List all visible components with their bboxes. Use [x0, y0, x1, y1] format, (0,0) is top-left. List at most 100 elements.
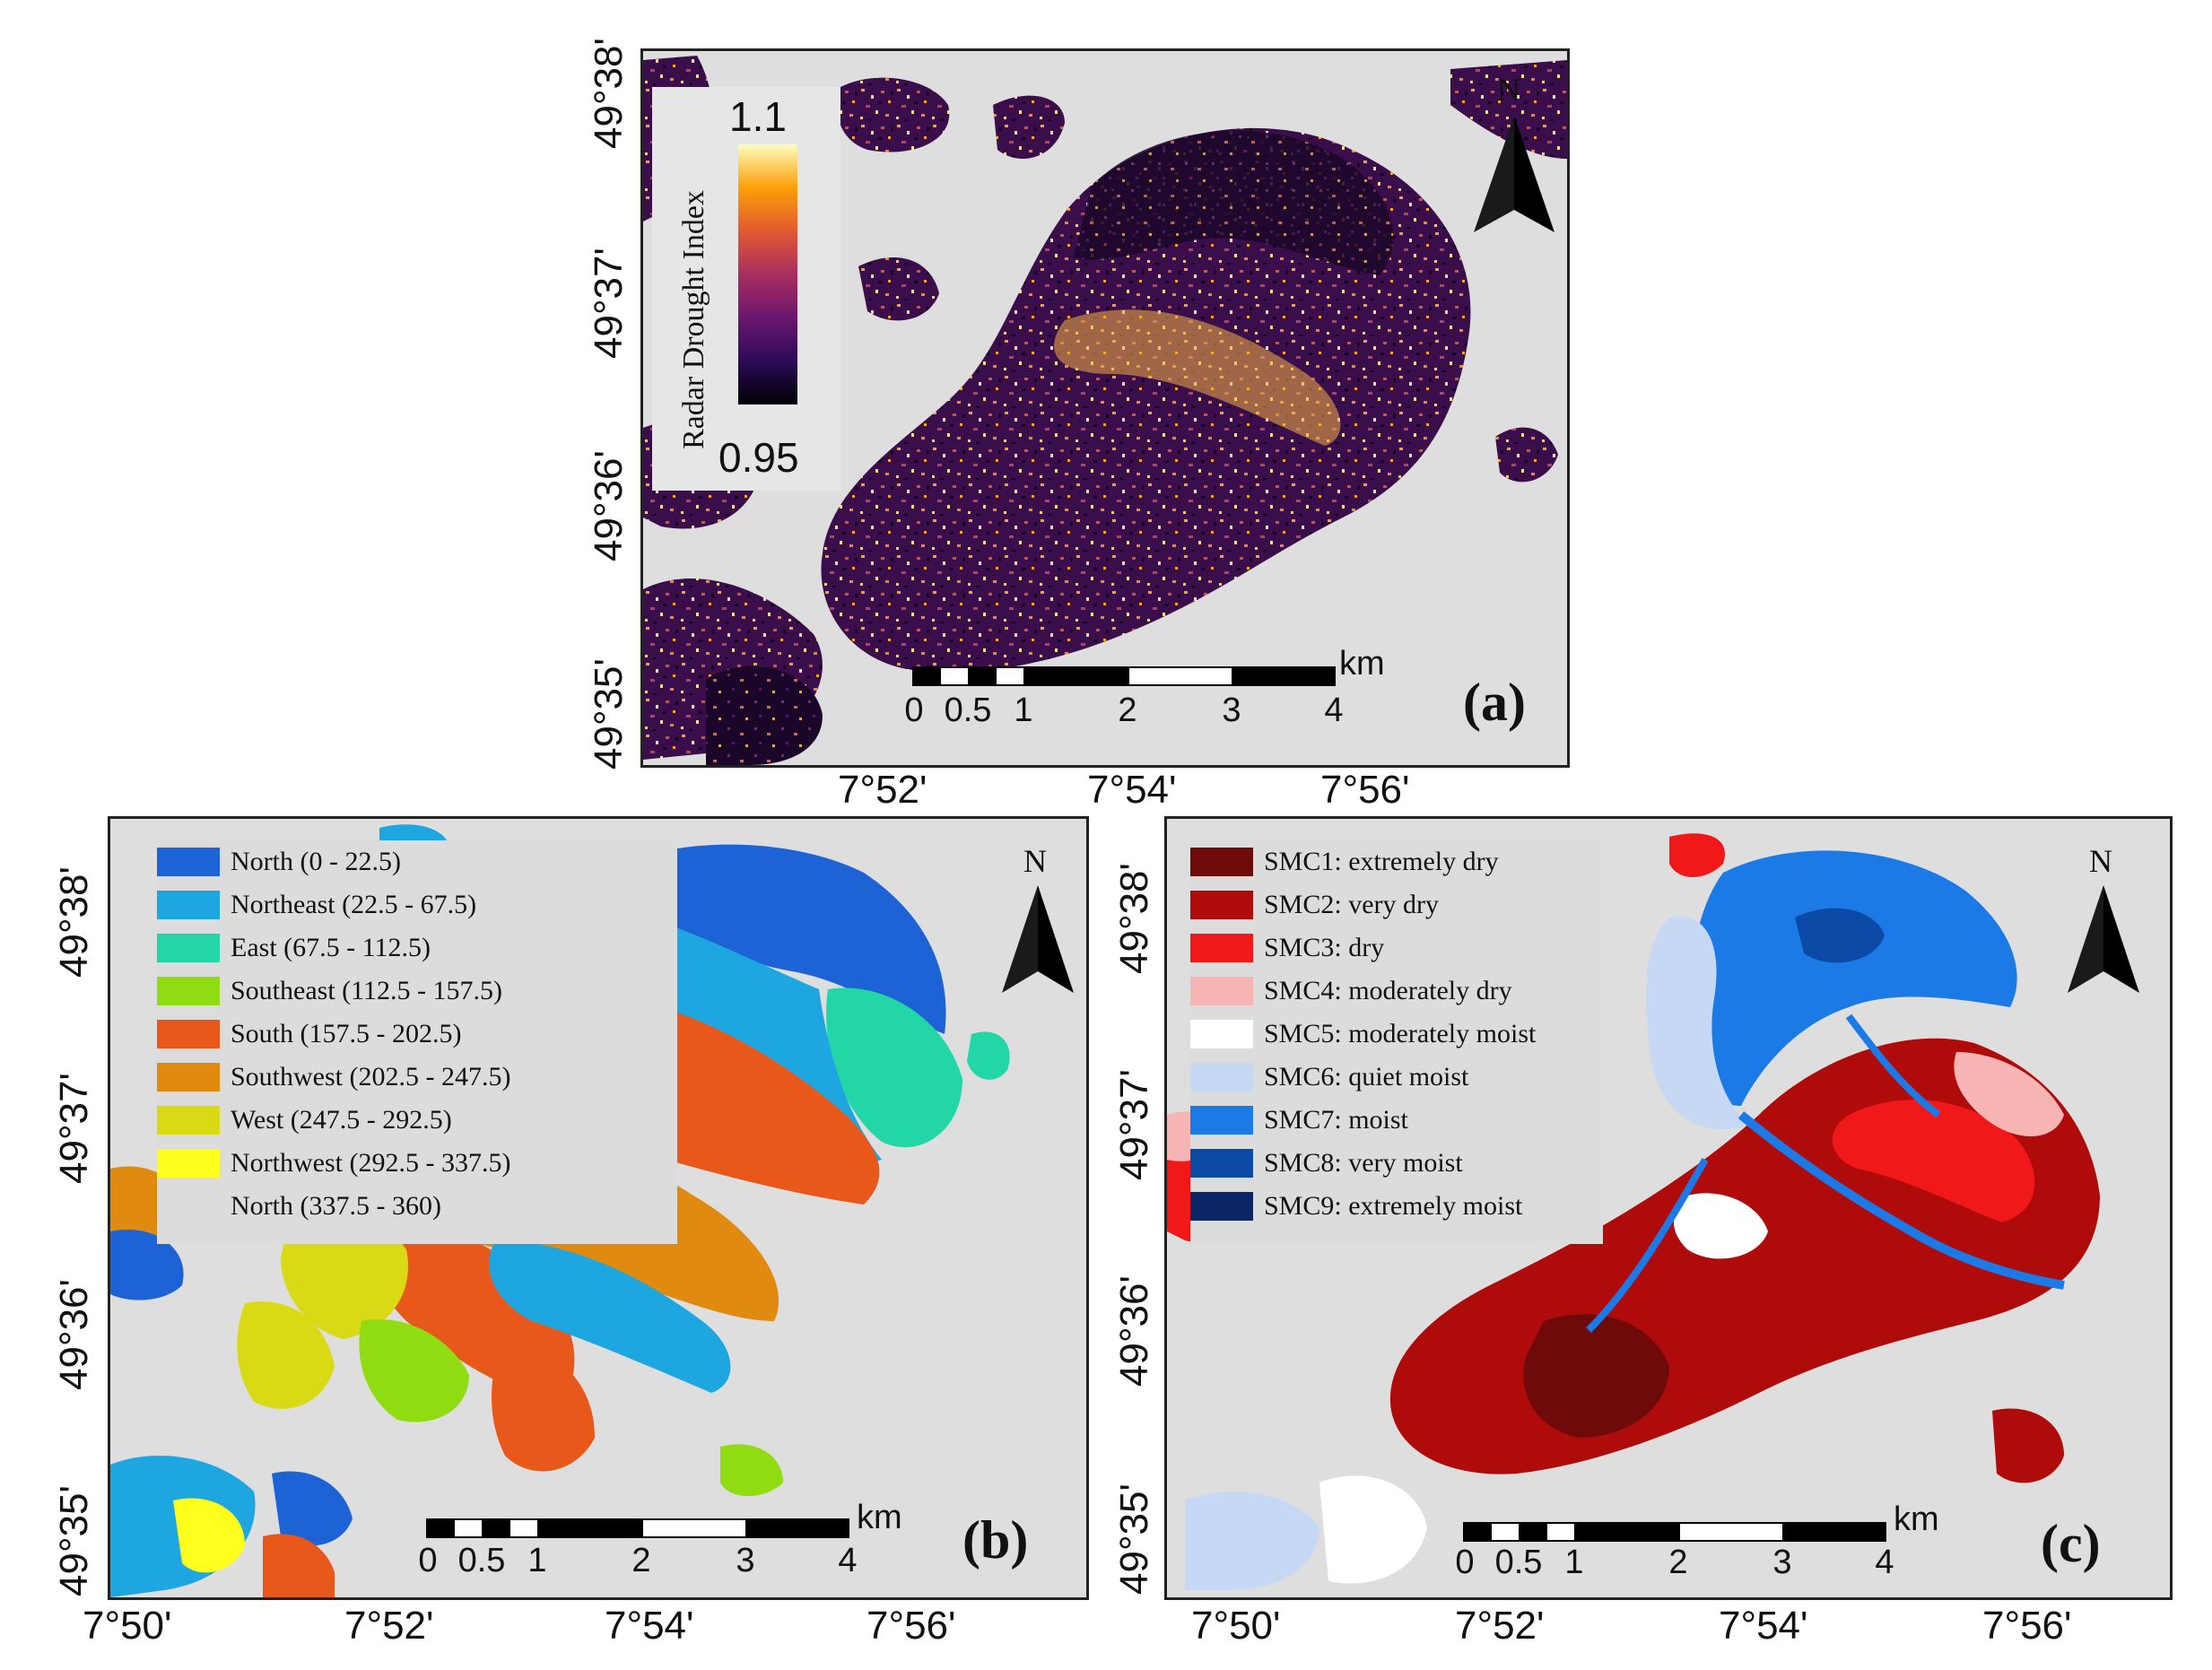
- scale-bar-segment: [939, 666, 970, 686]
- north-arrow-icon: [2068, 885, 2139, 993]
- scale-bar-segment: [1519, 1522, 1547, 1542]
- aspect-region-northeast-2: [489, 1240, 731, 1393]
- scale-bar-segment: [1678, 1522, 1784, 1542]
- legend-label: North (0 - 22.5): [231, 847, 401, 876]
- legend-label: West (247.5 - 292.5): [231, 1105, 452, 1135]
- legend-label: SMC6: quiet moist: [1264, 1062, 1469, 1092]
- scale-label: 2: [1668, 1544, 1688, 1581]
- lat-tick: 49°37': [587, 248, 631, 359]
- north-letter: N: [1497, 72, 1520, 108]
- legend-swatch: [157, 1192, 220, 1221]
- legend-swatch: [1190, 934, 1253, 962]
- scale-bar-segment: [641, 1518, 747, 1538]
- smc-very-moist-region: [1795, 908, 1885, 963]
- north-arrow-icon: [1474, 116, 1554, 232]
- lat-tick: 49°37': [1112, 1069, 1156, 1180]
- legend-item: SMC5: moderately moist: [1190, 1013, 1536, 1056]
- lon-tick: 7°56': [867, 1604, 956, 1648]
- legend-item: Southeast (112.5 - 157.5): [157, 970, 502, 1013]
- legend-swatch: [1190, 1106, 1253, 1135]
- smc-dry-region: [1832, 1100, 2035, 1222]
- legend-swatch: [157, 1149, 220, 1178]
- scale-bar-segment: [1782, 1522, 1886, 1542]
- legend-swatch: [1190, 848, 1253, 876]
- legend-swatch: [157, 934, 220, 962]
- scale-label: 0: [904, 691, 924, 729]
- scale-label: 4: [1324, 691, 1344, 729]
- aspect-region-south-3: [492, 1339, 595, 1472]
- scale-bar-segment: [1546, 1522, 1576, 1542]
- legend-item: North (337.5 - 360): [157, 1185, 441, 1228]
- panel-c-map: SMC1: extremely dry SMC2: very dry SMC3:…: [1164, 816, 2173, 1600]
- legend-item: Northeast (22.5 - 67.5): [157, 883, 476, 926]
- legend-item: SMC7: moist: [1190, 1099, 1408, 1142]
- aspect-region-north: [622, 844, 946, 1034]
- panel-label: (c): [2041, 1514, 2101, 1573]
- lon-tick: 7°56': [1982, 1604, 2072, 1648]
- legend-item: West (247.5 - 292.5): [157, 1099, 452, 1142]
- legend-label: Southwest (202.5 - 247.5): [231, 1062, 511, 1092]
- scale-bar-segment: [995, 666, 1025, 686]
- legend-item: SMC8: very moist: [1190, 1142, 1463, 1185]
- scale-bar: 0 0.5 1 2 3 4 km: [1455, 1500, 1938, 1597]
- rdi-north-region: [1074, 130, 1394, 275]
- legend-item: SMC6: quiet moist: [1190, 1056, 1468, 1099]
- scale-label: 3: [736, 1542, 755, 1579]
- lat-tick: 49°38': [587, 38, 631, 149]
- aspect-region-south: [623, 998, 880, 1205]
- legend-item: Southwest (202.5 - 247.5): [157, 1056, 510, 1099]
- smc-moderately-moist-region: [1674, 1193, 1768, 1259]
- lat-tick: 49°38': [52, 866, 96, 978]
- north-letter: N: [2089, 843, 2112, 879]
- legend-swatch: [157, 977, 220, 1005]
- scale-label: 0.5: [1494, 1544, 1543, 1581]
- legend-swatch: [157, 1063, 220, 1092]
- panel-a-map: Radar Drought Index 1.1 0.95 N 0 0.5 1 2…: [640, 48, 1570, 768]
- scale-bar-segment: [1490, 1522, 1520, 1542]
- legend-label: SMC7: moist: [1264, 1105, 1408, 1135]
- panel-label: (a): [1463, 673, 1526, 732]
- legend-item: East (67.5 - 112.5): [157, 926, 431, 970]
- scale-label: 3: [1222, 691, 1241, 729]
- lat-tick: 49°38': [1112, 863, 1156, 974]
- legend-item: SMC1: extremely dry: [1190, 840, 1499, 883]
- soil-moisture-class-map: [1167, 833, 2100, 1590]
- aspect-legend: North (0 - 22.5) Northeast (22.5 - 67.5)…: [157, 840, 677, 1244]
- lon-tick: 7°50': [83, 1604, 172, 1648]
- aspect-region-north-2: [110, 1230, 184, 1300]
- scale-label: 1: [1014, 691, 1033, 729]
- legend-item: South (157.5 - 202.5): [157, 1013, 462, 1056]
- scale-bar: 0 0.5 1 2 3 4 km: [904, 645, 1384, 747]
- scale-bar-segment: [1574, 1522, 1680, 1542]
- scale-label: 0.5: [944, 691, 992, 729]
- aspect-region-north-island: [272, 1471, 353, 1546]
- smc-southwest-island-2: [1319, 1475, 1427, 1584]
- scale-label: 0.5: [457, 1542, 506, 1579]
- smc-moist-channel: [1737, 1111, 2065, 1290]
- smc-legend: SMC1: extremely dry SMC2: very dry SMC3:…: [1190, 840, 1603, 1244]
- legend-swatch: [1190, 1020, 1253, 1048]
- panel-label: (b): [962, 1510, 1029, 1570]
- scale-bar-segment: [1463, 1522, 1492, 1542]
- colorbar-gradient: [738, 144, 797, 404]
- scale-label: 0: [1455, 1544, 1475, 1581]
- legend-label: South (157.5 - 202.5): [231, 1019, 462, 1048]
- lat-tick: 49°36': [52, 1279, 96, 1390]
- legend-swatch: [157, 891, 220, 919]
- colorbar-title: Radar Drought Index: [677, 190, 710, 449]
- lat-tick: 49°36': [1112, 1275, 1156, 1387]
- rdi-north-fragment-2: [993, 95, 1065, 159]
- smc-north-fragment: [1669, 833, 1725, 877]
- scale-label: 2: [1118, 691, 1137, 729]
- lon-tick: 7°54': [1719, 1604, 1808, 1648]
- legend-swatch: [1190, 1192, 1253, 1221]
- legend-swatch: [157, 848, 220, 876]
- legend-label: SMC5: moderately moist: [1264, 1019, 1537, 1048]
- scale-unit: km: [1894, 1500, 1939, 1538]
- smc-moist-channel: [1845, 1013, 1941, 1118]
- smc-moist-region: [1685, 850, 2017, 1106]
- legend-item: SMC3: dry: [1190, 926, 1384, 970]
- legend-label: SMC8: very moist: [1264, 1148, 1463, 1178]
- lon-tick: 7°54': [1087, 768, 1177, 812]
- legend-label: East (67.5 - 112.5): [231, 933, 431, 962]
